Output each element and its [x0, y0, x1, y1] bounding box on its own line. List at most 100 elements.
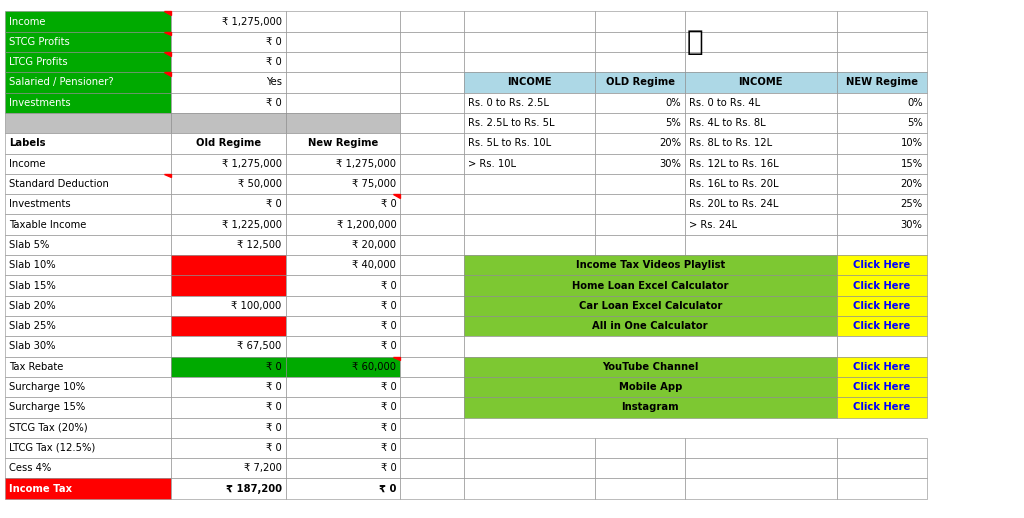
- Bar: [5, 52, 171, 73]
- Text: ₹ 1,275,000: ₹ 1,275,000: [221, 17, 282, 26]
- Text: ₹ 0: ₹ 0: [381, 301, 396, 311]
- Text: ₹ 0: ₹ 0: [381, 463, 396, 473]
- Bar: [464, 11, 595, 32]
- Bar: [400, 235, 464, 255]
- Text: Labels: Labels: [9, 138, 46, 148]
- Bar: [685, 174, 837, 194]
- Bar: [464, 93, 595, 113]
- Polygon shape: [393, 194, 400, 198]
- Text: ₹ 0: ₹ 0: [266, 199, 282, 209]
- Bar: [5, 377, 171, 397]
- Bar: [685, 153, 837, 174]
- Bar: [5, 316, 171, 336]
- Text: Rs. 16L to Rs. 20L: Rs. 16L to Rs. 20L: [689, 179, 778, 189]
- Text: ₹ 1,200,000: ₹ 1,200,000: [337, 220, 396, 229]
- Bar: [837, 377, 927, 397]
- Text: ₹ 60,000: ₹ 60,000: [352, 362, 396, 372]
- Bar: [464, 52, 595, 73]
- Bar: [685, 73, 837, 93]
- Text: 20%: 20%: [659, 138, 681, 148]
- Text: Standard Deduction: Standard Deduction: [9, 179, 110, 189]
- Text: New Regime: New Regime: [308, 138, 378, 148]
- Text: Rs. 20L to Rs. 24L: Rs. 20L to Rs. 24L: [689, 199, 778, 209]
- Text: ₹ 75,000: ₹ 75,000: [352, 179, 396, 189]
- Bar: [171, 174, 286, 194]
- Bar: [400, 32, 464, 52]
- Bar: [837, 214, 927, 235]
- Text: 10%: 10%: [901, 138, 923, 148]
- Text: > Rs. 10L: > Rs. 10L: [468, 159, 516, 169]
- Bar: [5, 235, 171, 255]
- Bar: [5, 438, 171, 458]
- Text: ₹ 0: ₹ 0: [266, 443, 282, 453]
- Bar: [5, 397, 171, 418]
- Polygon shape: [164, 52, 171, 55]
- Text: LTCG Tax (12.5%): LTCG Tax (12.5%): [9, 443, 95, 453]
- Bar: [464, 276, 837, 296]
- Text: ₹ 67,500: ₹ 67,500: [238, 341, 282, 351]
- Bar: [595, 214, 685, 235]
- Bar: [400, 52, 464, 73]
- Bar: [171, 377, 286, 397]
- Bar: [595, 174, 685, 194]
- Text: LTCG Profits: LTCG Profits: [9, 57, 68, 67]
- Bar: [286, 214, 400, 235]
- Text: Rs. 8L to Rs. 12L: Rs. 8L to Rs. 12L: [689, 138, 772, 148]
- Bar: [685, 93, 837, 113]
- Bar: [171, 356, 286, 377]
- Bar: [685, 32, 837, 52]
- Bar: [5, 133, 171, 153]
- Bar: [286, 194, 400, 214]
- Bar: [171, 255, 286, 276]
- Bar: [400, 255, 464, 276]
- Bar: [685, 194, 837, 214]
- Bar: [837, 356, 927, 377]
- Text: Slab 20%: Slab 20%: [9, 301, 56, 311]
- Bar: [5, 194, 171, 214]
- Text: INCOME: INCOME: [738, 78, 783, 88]
- Bar: [171, 235, 286, 255]
- Text: STCG Tax (20%): STCG Tax (20%): [9, 423, 88, 433]
- Bar: [400, 133, 464, 153]
- Bar: [171, 479, 286, 499]
- Text: OLD Regime: OLD Regime: [605, 78, 675, 88]
- Bar: [400, 438, 464, 458]
- Bar: [171, 418, 286, 438]
- Bar: [400, 336, 464, 356]
- Bar: [400, 73, 464, 93]
- Bar: [5, 113, 171, 133]
- Bar: [5, 255, 171, 276]
- Text: Rs. 2.5L to Rs. 5L: Rs. 2.5L to Rs. 5L: [468, 118, 554, 128]
- Bar: [685, 214, 837, 235]
- Bar: [286, 479, 400, 499]
- Bar: [171, 133, 286, 153]
- Text: Slab 30%: Slab 30%: [9, 341, 55, 351]
- Text: > Rs. 24L: > Rs. 24L: [689, 220, 737, 229]
- Bar: [171, 11, 286, 32]
- Bar: [171, 316, 286, 336]
- Text: ₹ 1,275,000: ₹ 1,275,000: [221, 159, 282, 169]
- Bar: [286, 235, 400, 255]
- Text: ₹ 0: ₹ 0: [266, 382, 282, 392]
- Bar: [5, 356, 171, 377]
- Bar: [595, 93, 685, 113]
- Bar: [595, 11, 685, 32]
- Bar: [464, 73, 595, 93]
- Bar: [171, 52, 286, 73]
- Text: Mobile App: Mobile App: [618, 382, 682, 392]
- Bar: [286, 418, 400, 438]
- Bar: [5, 214, 171, 235]
- Bar: [464, 479, 595, 499]
- Bar: [400, 194, 464, 214]
- Bar: [286, 336, 400, 356]
- Text: ₹ 0: ₹ 0: [266, 423, 282, 433]
- Bar: [464, 32, 595, 52]
- Text: Click Here: Click Here: [853, 281, 910, 291]
- Bar: [171, 32, 286, 52]
- Bar: [837, 316, 927, 336]
- Polygon shape: [164, 11, 171, 15]
- Bar: [685, 438, 837, 458]
- Text: Car Loan Excel Calculator: Car Loan Excel Calculator: [579, 301, 722, 311]
- Text: Surcharge 15%: Surcharge 15%: [9, 402, 85, 412]
- Bar: [5, 479, 171, 499]
